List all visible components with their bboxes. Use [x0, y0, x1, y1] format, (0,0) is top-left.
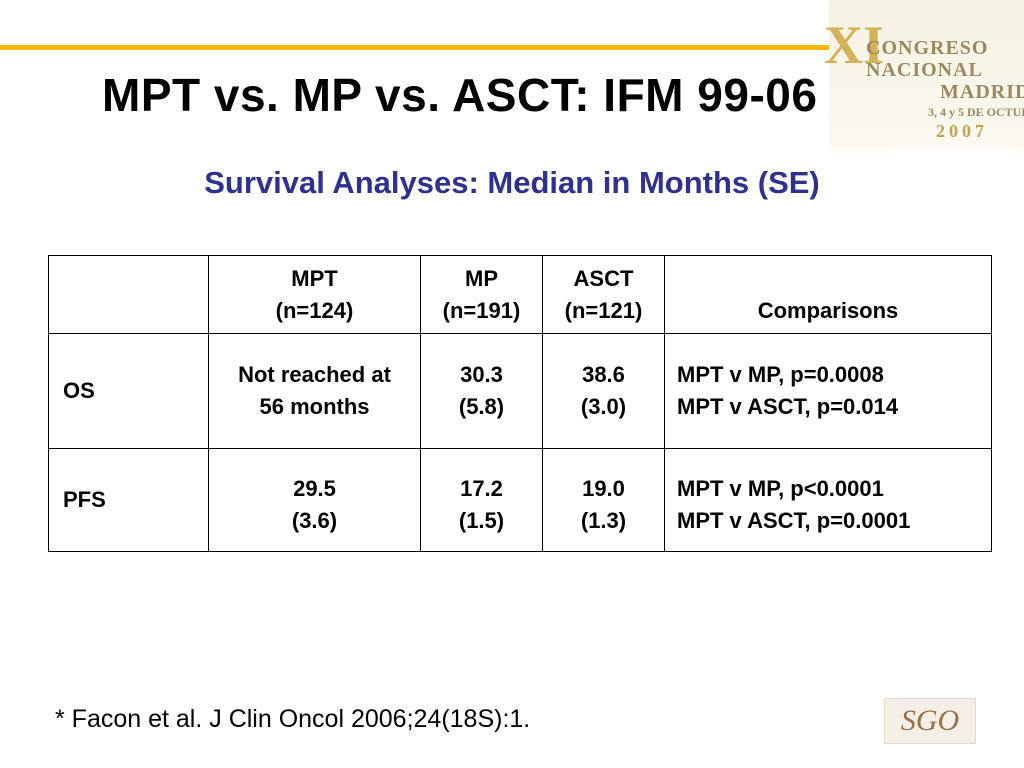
slide-title: MPT vs. MP vs. ASCT: IFM 99-06 [102, 69, 818, 121]
header-mp-name: MP [465, 266, 498, 291]
cell-os-comparisons: MPT v MP, p=0.0008 MPT v ASCT, p=0.014 [664, 333, 992, 449]
sgo-logo: SGO [884, 698, 976, 744]
congress-logo-numeral: XI [824, 15, 885, 75]
header-mpt: MPT (n=124) [208, 255, 421, 334]
cell-pfs-mp-se: (1.5) [458, 508, 505, 533]
header-mp: MP (n=191) [420, 255, 543, 334]
cell-pfs-mpt: 29.5 (3.6) [208, 448, 421, 552]
congress-logo-year: 2007 [936, 121, 988, 141]
cell-pfs-comparison-asct: MPT v ASCT, p=0.0001 [677, 508, 911, 533]
header-mpt-n: (n=124) [275, 298, 354, 323]
header-mpt-name: MPT [291, 266, 338, 291]
cell-pfs-mp: 17.2 (1.5) [420, 448, 543, 552]
table-header-row: MPT (n=124) MP (n=191) ASCT (n=121) Comp… [48, 255, 992, 334]
cell-os-mp-value: 30.3 [460, 362, 503, 387]
header-empty [48, 255, 209, 334]
cell-pfs-asct: 19.0 (1.3) [542, 448, 665, 552]
header-comparisons-label: Comparisons [757, 298, 899, 323]
cell-os-mpt: Not reached at 56 months [208, 333, 421, 449]
table-row-pfs: PFS 29.5 (3.6) 17.2 (1.5) 19.0 (1.3) MPT… [48, 448, 992, 552]
congress-logo-dates: 3, 4 y 5 DE OCTUBRE [928, 105, 1024, 119]
cell-pfs-asct-se: (1.3) [580, 508, 627, 533]
congress-logo-line2: NACIONAL [866, 59, 983, 81]
footnote-citation: * Facon et al. J Clin Oncol 2006;24(18S)… [55, 705, 531, 733]
cell-os-asct: 38.6 (3.0) [542, 333, 665, 449]
row-label-pfs: PFS [48, 448, 209, 552]
cell-pfs-mpt-se: (3.6) [291, 508, 338, 533]
cell-pfs-comparison-mp: MPT v MP, p<0.0001 [677, 476, 884, 501]
header-asct: ASCT (n=121) [542, 255, 665, 334]
cell-pfs-asct-value: 19.0 [582, 476, 625, 501]
cell-pfs-mpt-value: 29.5 [293, 476, 336, 501]
cell-pfs-mp-value: 17.2 [460, 476, 503, 501]
header-asct-name: ASCT [573, 266, 634, 291]
title-accent-bar [0, 45, 860, 50]
row-label-os: OS [48, 333, 209, 449]
cell-os-mp-se: (5.8) [458, 394, 505, 419]
cell-os-mpt-line2: 56 months [259, 394, 370, 419]
table-row-os: OS Not reached at 56 months 30.3 (5.8) 3… [48, 333, 992, 449]
cell-pfs-comparisons: MPT v MP, p<0.0001 MPT v ASCT, p=0.0001 [664, 448, 992, 552]
cell-os-mpt-line1: Not reached at [238, 362, 391, 387]
header-mp-n: (n=191) [442, 298, 521, 323]
congress-logo-line1: CONGRESO [866, 37, 989, 59]
congress-logo-line3: MADRID [940, 81, 1024, 103]
slide-subtitle: Survival Analyses: Median in Months (SE) [204, 165, 820, 200]
congress-logo [829, 0, 1024, 150]
header-asct-n: (n=121) [564, 298, 643, 323]
cell-os-asct-value: 38.6 [582, 362, 625, 387]
cell-os-asct-se: (3.0) [580, 394, 627, 419]
survival-table: MPT (n=124) MP (n=191) ASCT (n=121) Comp… [48, 255, 992, 552]
cell-os-comparison-mp: MPT v MP, p=0.0008 [677, 362, 884, 387]
cell-os-mp: 30.3 (5.8) [420, 333, 543, 449]
cell-os-comparison-asct: MPT v ASCT, p=0.014 [677, 394, 899, 419]
header-comparisons: Comparisons [664, 255, 992, 334]
